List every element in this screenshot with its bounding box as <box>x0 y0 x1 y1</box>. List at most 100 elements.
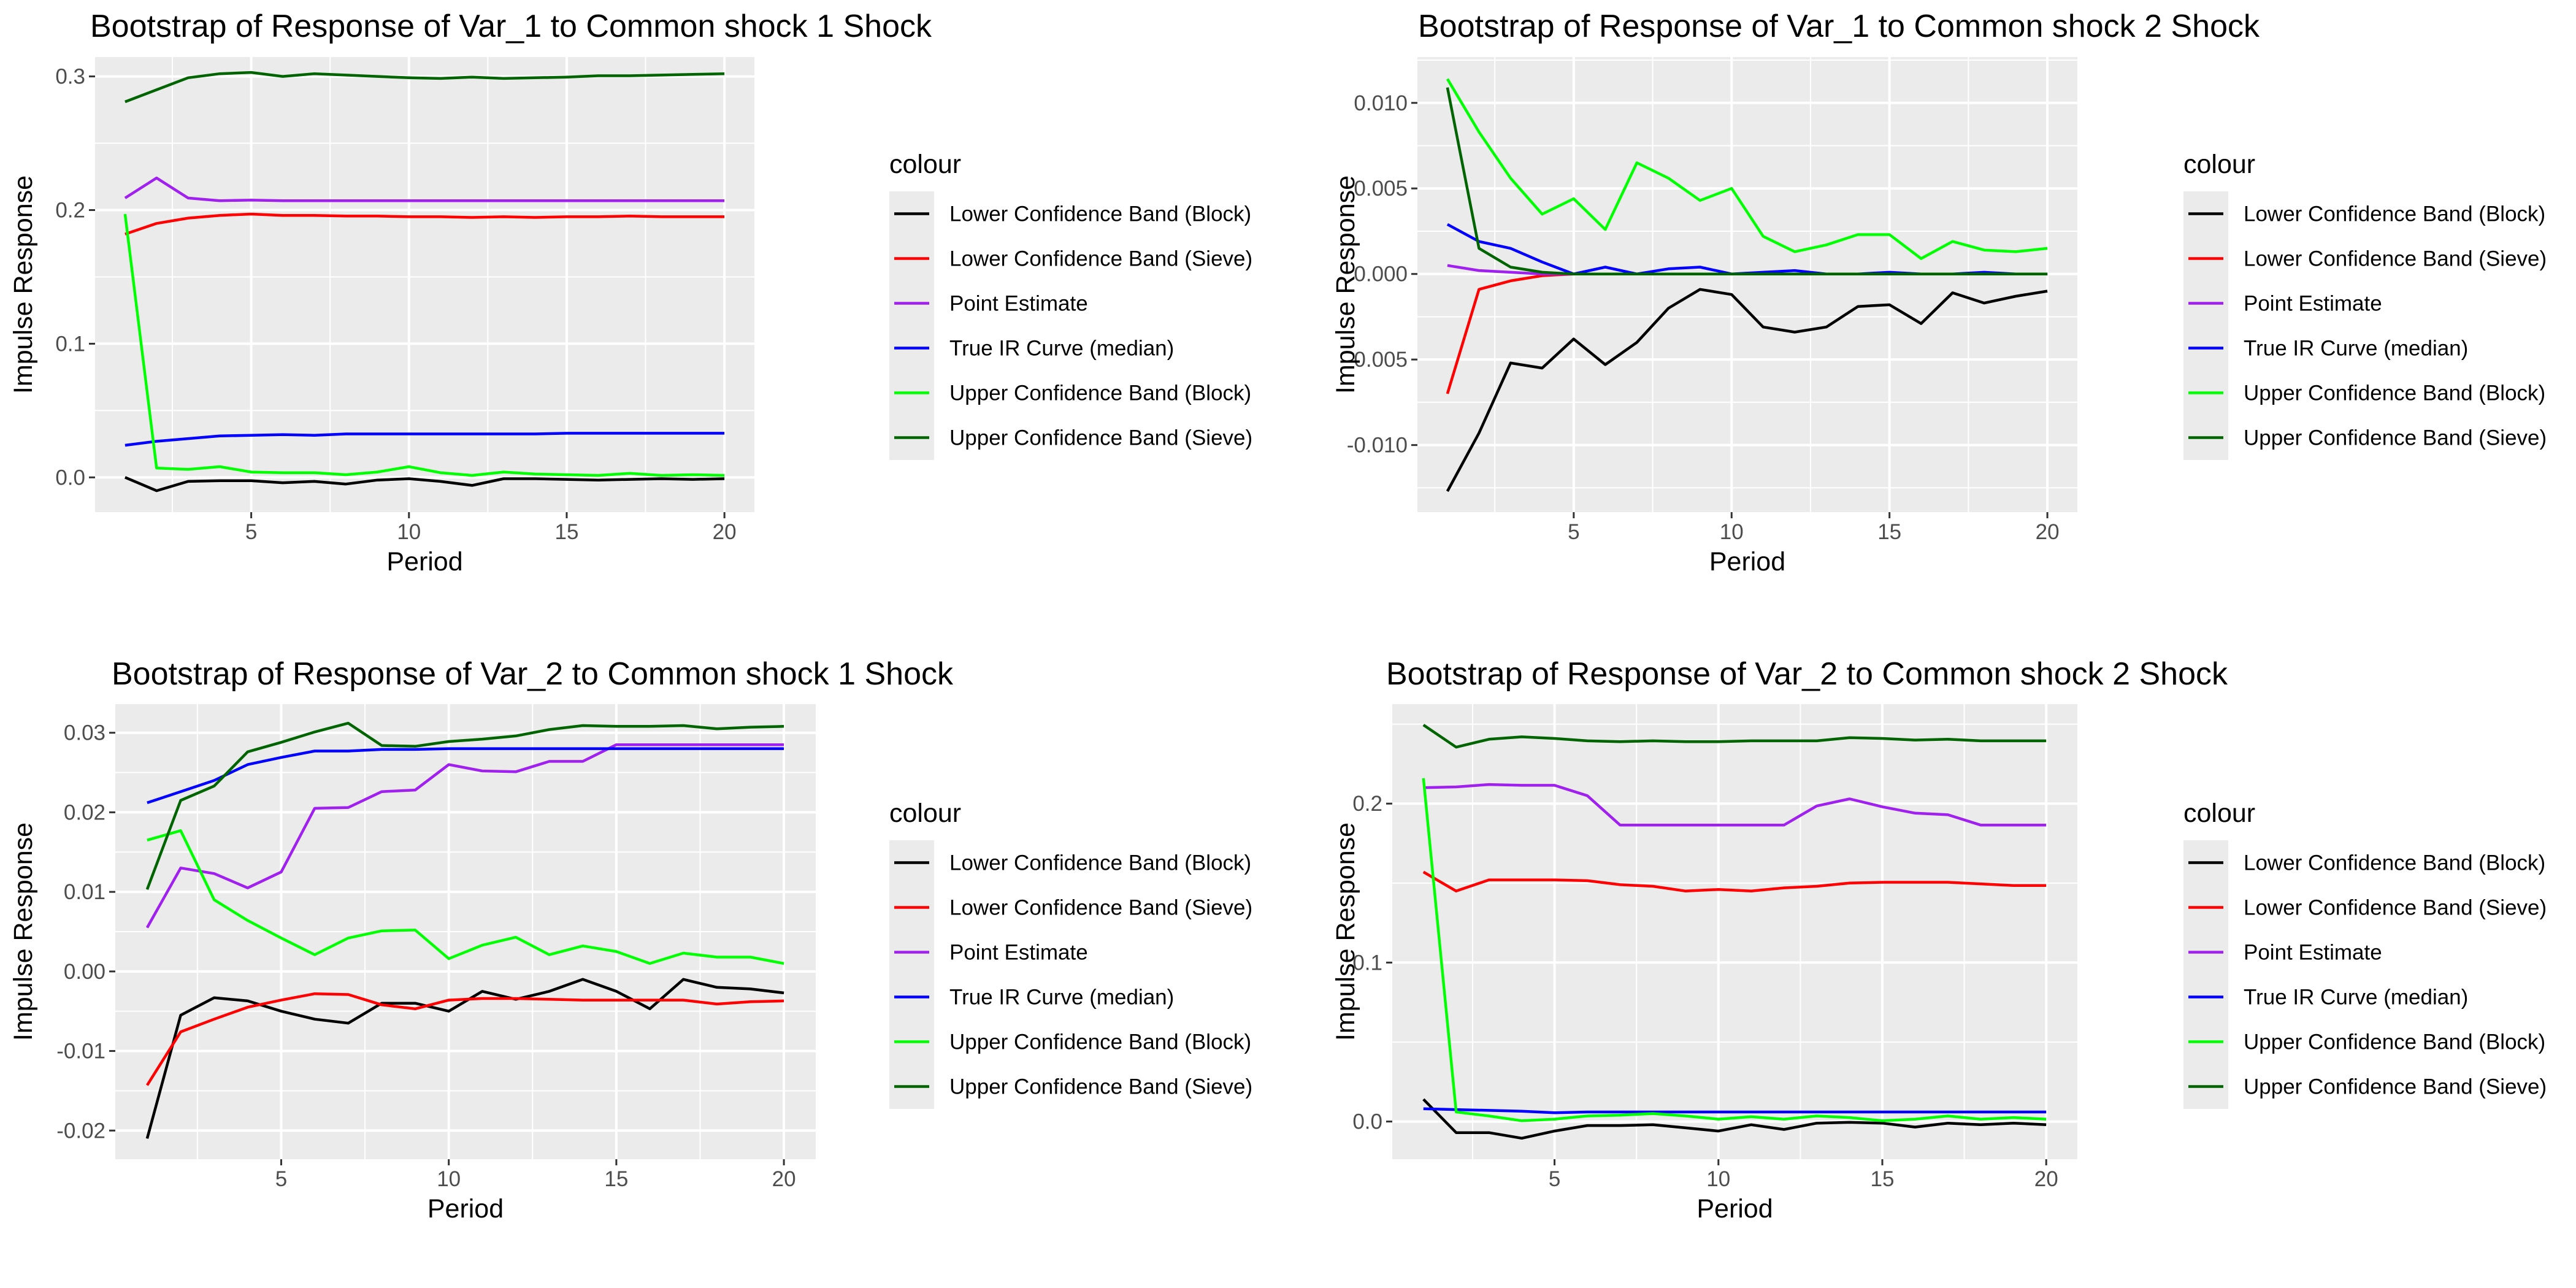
x-tick-label: 15 <box>604 1167 628 1191</box>
y-tick-label: 0.0 <box>1352 1110 1382 1134</box>
x-tick-label: 5 <box>1549 1167 1560 1191</box>
y-tick-label: -0.010 <box>1347 434 1408 458</box>
legend-title: colour <box>2183 799 2255 828</box>
y-tick-label: 0.0 <box>55 466 85 489</box>
series-line-true-ir-curve-median <box>1423 1107 2047 1114</box>
x-tick-label: 15 <box>1877 520 1901 544</box>
legend: colour Lower Confidence Band (Block) Lower… <box>2183 150 2547 460</box>
legend-entry-label: Point Estimate <box>2244 292 2382 316</box>
x-tick-label: 20 <box>713 520 737 544</box>
legend-title: colour <box>2183 150 2255 179</box>
series-line-true-ir-curve-median <box>125 432 725 447</box>
legend-entry-label: Upper Confidence Band (Block) <box>949 1030 1251 1054</box>
x-tick-label: 5 <box>275 1167 287 1191</box>
legend-entry-label: Upper Confidence Band (Sieve) <box>2244 1075 2547 1099</box>
legend-entry-label: Lower Confidence Band (Sieve) <box>949 896 1252 920</box>
chart-title: Bootstrap of Response of Var_2 to Common… <box>112 656 954 692</box>
legend-entry-label: True IR Curve (median) <box>2244 337 2468 361</box>
legend-entry-label: Upper Confidence Band (Sieve) <box>2244 426 2547 450</box>
legend: colour Lower Confidence Band (Block) Lower… <box>889 799 1252 1109</box>
x-tick-label: 10 <box>1706 1167 1730 1191</box>
series-line-upper-confidence-band-block <box>123 213 725 477</box>
series-line-lower-confidence-band-block <box>145 978 784 1139</box>
series-line-upper-confidence-band-sieve <box>1446 87 2048 275</box>
x-tick-label: 20 <box>2034 1167 2058 1191</box>
legend-entry-label: Upper Confidence Band (Sieve) <box>949 1075 1252 1099</box>
series-line-true-ir-curve-median <box>147 747 784 805</box>
legend-entry-label: True IR Curve (median) <box>949 986 1174 1010</box>
series-line-upper-confidence-band-block <box>1422 778 2047 1122</box>
series-line-lower-confidence-band-block <box>1446 288 2048 493</box>
legend-title: colour <box>889 150 961 179</box>
legend-entry-label: Lower Confidence Band (Sieve) <box>2244 247 2547 271</box>
legend-entry-label: Point Estimate <box>2244 941 2382 965</box>
series-line-lower-confidence-band-block <box>125 476 725 493</box>
y-axis-title: Impulse Response <box>1331 822 1360 1041</box>
x-tick-label: 10 <box>1720 520 1744 544</box>
chart-title: Bootstrap of Response of Var_1 to Common… <box>90 9 932 44</box>
y-tick-label: -0.01 <box>56 1040 105 1064</box>
chart-panel-3: 5 10 15 20 -0.02 -0.01 0.00 0.01 0.02 0.03 Bootstr… <box>9 656 1252 1224</box>
legend-entry-label: Lower Confidence Band (Block) <box>949 851 1251 875</box>
series-line-lower-confidence-band-sieve <box>125 212 725 236</box>
x-tick-label: 5 <box>1568 520 1579 544</box>
legend-entry-label: True IR Curve (median) <box>2244 986 2468 1010</box>
y-axis-title: Impulse Response <box>9 822 38 1041</box>
y-tick-label: 0.010 <box>1354 91 1408 115</box>
y-tick-label: 0.1 <box>55 332 85 356</box>
legend-entry-label: Upper Confidence Band (Block) <box>2244 381 2545 405</box>
y-tick-label: 0.03 <box>64 721 105 745</box>
y-tick-label: 0.000 <box>1354 263 1408 286</box>
legend-entry-label: Upper Confidence Band (Sieve) <box>949 426 1252 450</box>
plot-panel-background <box>95 57 754 512</box>
x-tick-label: 5 <box>245 520 257 544</box>
legend-entry-label: Upper Confidence Band (Block) <box>2244 1030 2545 1054</box>
plot-panel-background <box>1417 57 2077 512</box>
legend: colour Lower Confidence Band (Block) Lower… <box>2183 799 2547 1109</box>
series-line-lower-confidence-band-sieve <box>1422 870 2047 893</box>
x-tick-label: 20 <box>2036 520 2060 544</box>
x-axis-title: Period <box>1696 1194 1773 1224</box>
legend-entry-label: Point Estimate <box>949 292 1088 316</box>
x-tick-label: 20 <box>772 1167 796 1191</box>
y-tick-label: 0.2 <box>55 199 85 223</box>
series-line-upper-confidence-band-sieve <box>1422 724 2047 749</box>
series-line-upper-confidence-band-sieve <box>125 71 725 104</box>
legend-entry-label: Lower Confidence Band (Block) <box>2244 202 2545 226</box>
series-line-point-estimate <box>124 176 725 202</box>
y-tick-label: 0.00 <box>64 960 105 984</box>
y-tick-label: 0.01 <box>64 880 105 904</box>
series-line-upper-confidence-band-sieve <box>145 721 784 890</box>
chart-panel-4: 5 10 15 20 0.0 0.1 0.2 Bootstrap of Response of… <box>1331 656 2547 1224</box>
y-tick-label: 0.3 <box>55 65 85 89</box>
legend-entry-label: Lower Confidence Band (Sieve) <box>2244 896 2547 920</box>
series-line-point-estimate <box>145 743 784 929</box>
series-line-point-estimate <box>1423 783 2047 827</box>
y-axis-title: Impulse Response <box>1331 175 1360 394</box>
series-line-upper-confidence-band-block <box>147 829 784 965</box>
y-tick-label: 0.02 <box>64 800 105 824</box>
legend: colour Lower Confidence Band (Block) Lower… <box>889 150 1252 460</box>
x-tick-label: 10 <box>437 1167 461 1191</box>
plot-panel-background <box>1392 704 2077 1159</box>
chart-panel-2: 5 10 15 20 -0.010 -0.005 0.000 0.005 0.010 Bootst… <box>1331 9 2547 577</box>
legend-entry-label: Lower Confidence Band (Sieve) <box>949 247 1252 271</box>
chart-title: Bootstrap of Response of Var_1 to Common… <box>1418 9 2260 44</box>
y-tick-label: 0.1 <box>1352 951 1382 975</box>
chart-title: Bootstrap of Response of Var_2 to Common… <box>1386 656 2228 692</box>
series-line-lower-confidence-band-sieve <box>145 992 784 1086</box>
y-tick-label: -0.02 <box>56 1119 105 1143</box>
x-tick-label: 15 <box>554 520 578 544</box>
legend-entry-label: Lower Confidence Band (Block) <box>2244 851 2545 875</box>
series-line-lower-confidence-band-block <box>1422 1098 2047 1140</box>
y-tick-label: 0.005 <box>1354 177 1408 201</box>
x-tick-label: 10 <box>397 520 421 544</box>
legend-entry-label: True IR Curve (median) <box>949 337 1174 361</box>
legend-entry-label: Upper Confidence Band (Block) <box>949 381 1251 405</box>
y-tick-label: 0.2 <box>1352 792 1382 816</box>
x-axis-title: Period <box>427 1194 504 1224</box>
x-axis-title: Period <box>1709 547 1785 577</box>
legend-entry-label: Lower Confidence Band (Block) <box>949 202 1251 226</box>
